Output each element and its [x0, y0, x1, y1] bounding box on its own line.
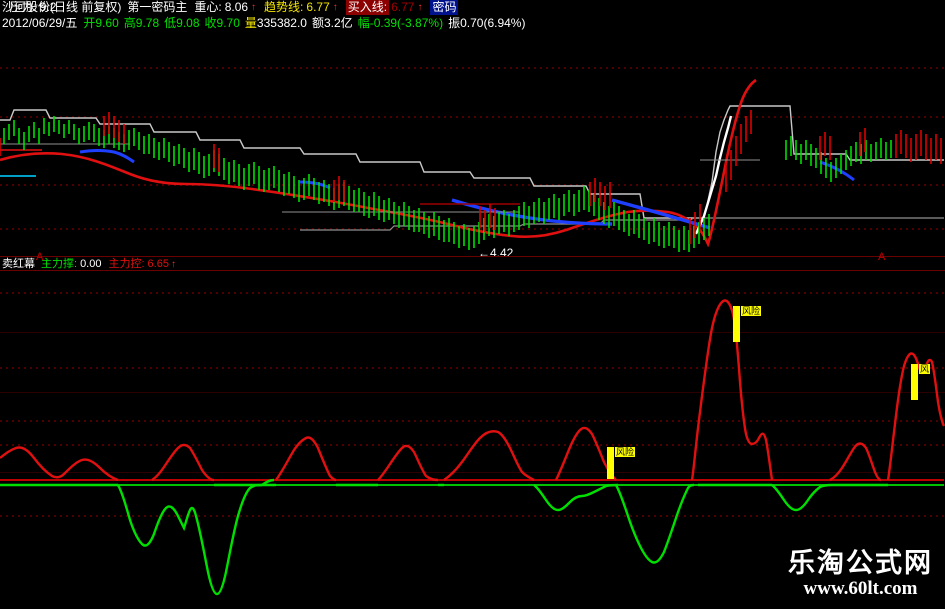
low-value: 9.08 — [176, 16, 200, 30]
oscillator-chart-svg — [0, 299, 945, 596]
pressure-value: 9.2 — [39, 0, 57, 14]
high-label: 高 — [123, 16, 136, 30]
open-value: 9.60 — [95, 16, 119, 30]
change-value: -0.39(-3.87%) — [369, 16, 444, 30]
control-label: 主力控: — [108, 258, 145, 270]
dotted-grid-row — [0, 67, 945, 69]
blue-label: 密码 — [430, 0, 459, 15]
dotted-grid-row — [0, 116, 945, 118]
dotted-grid-row — [0, 367, 945, 369]
blue-buy-ma-3 — [451, 198, 613, 226]
risk-flag-label: 风 — [919, 364, 931, 374]
dotted-grid-row — [0, 515, 945, 517]
oscillator-name: 卖红幕 — [2, 258, 35, 270]
amplitude-value: 0.70(6.94%) — [460, 16, 526, 30]
up-arrow-icon-3: ↑ — [417, 2, 423, 13]
oscillator-green-series — [0, 478, 888, 596]
dotted-grid-row — [0, 420, 945, 422]
stock-title[interactable]: 沙河股份(日线 前复权) — [2, 0, 122, 14]
low-label: 低 — [164, 16, 177, 30]
chart-header: 沙河股份(日线 前复权) 第一密码主 重心: 8.06 ↑ 趋势线: 6.77 ↑ 买入线: 6.… — [0, 0, 945, 32]
close-value: 9.70 — [216, 16, 240, 30]
candlestick-series — [0, 110, 942, 252]
change-label: 幅 — [357, 16, 370, 30]
flag-pole — [607, 447, 614, 479]
grid-line — [0, 332, 945, 333]
watermark-site-name: 乐淘公式网 — [788, 548, 933, 578]
pressure-label: 压力: — [9, 0, 37, 14]
header-line-2: 2012/06/29/五 开9.60 高9.78 低9.08 收9.70 量335382.… — [2, 16, 525, 31]
support-value: 0.00 — [80, 258, 102, 270]
trend-value: 6.77 — [306, 0, 330, 14]
oscillator-panel[interactable] — [0, 272, 945, 609]
dotted-grid-row — [0, 444, 945, 446]
price-panel[interactable]: ←4.42 — [0, 32, 945, 256]
oscillator-header: 卖红幕 主力撑: 0.00 主力控: 6.65 ↑ — [0, 258, 945, 271]
trend-label: 趋势线: — [264, 0, 304, 14]
flag-pole — [733, 306, 740, 342]
grid-line — [0, 472, 945, 473]
buy-value: 6.77 — [391, 0, 415, 14]
center-value: 8.06 — [224, 0, 249, 14]
volume-label: 量 — [244, 16, 257, 30]
risk-flag-label: 风险 — [615, 447, 636, 457]
grid-line — [0, 392, 945, 393]
risk-flag-label: 风险 — [741, 306, 762, 316]
panel-separator-top — [0, 256, 945, 257]
price-chart-svg — [0, 78, 944, 252]
amount-value: 3.2亿 — [324, 16, 353, 30]
amplitude-label: 振 — [448, 16, 461, 30]
center-label: 重心: — [194, 0, 222, 14]
up-arrow-icon-2: ↑ — [332, 2, 338, 13]
buy-label: 买入线: — [345, 0, 390, 15]
red-trend-ma — [0, 78, 757, 248]
control-value: 6.65 — [147, 258, 169, 270]
up-arrow-icon: ↑ — [251, 2, 257, 13]
amount-label: 额 — [311, 16, 324, 30]
oscillator-red-series — [0, 299, 945, 482]
corner-mark-left: A — [36, 251, 44, 263]
open-label: 开 — [83, 16, 96, 30]
dotted-grid-row — [0, 184, 945, 186]
formula-name: 第一密码主 — [127, 0, 188, 14]
quote-date: 2012/06/29/五 — [2, 16, 78, 30]
blue-buy-ma-2 — [299, 180, 331, 190]
support-label: 主力撑: — [41, 258, 78, 270]
watermark-url: www.60lt.com — [803, 578, 918, 599]
watermark: 乐淘公式网 www.60lt.com — [788, 548, 933, 600]
up-arrow-icon-osc: ↑ — [170, 259, 176, 270]
support-step-line — [300, 217, 944, 231]
high-value: 9.78 — [135, 16, 160, 30]
breakout-white-line — [694, 115, 733, 235]
corner-mark-right: A — [878, 251, 886, 263]
dotted-grid-row — [0, 292, 945, 294]
blue-buy-ma — [79, 149, 135, 164]
volume-value: 335382.0 — [256, 16, 307, 30]
blue-buy-ma-5 — [819, 160, 855, 182]
resistance-step-line — [0, 105, 944, 219]
close-label: 收 — [204, 16, 217, 30]
pressure-group: 压力: 9.2 — [9, 0, 56, 15]
header-line-1: 沙河股份(日线 前复权) 第一密码主 重心: 8.06 ↑ 趋势线: 6.77 ↑ 买入线: 6.… — [2, 0, 459, 15]
flag-pole — [911, 364, 918, 400]
panel-separator-bottom — [0, 270, 945, 271]
price-annotation-442: ←4.42 — [478, 246, 514, 256]
